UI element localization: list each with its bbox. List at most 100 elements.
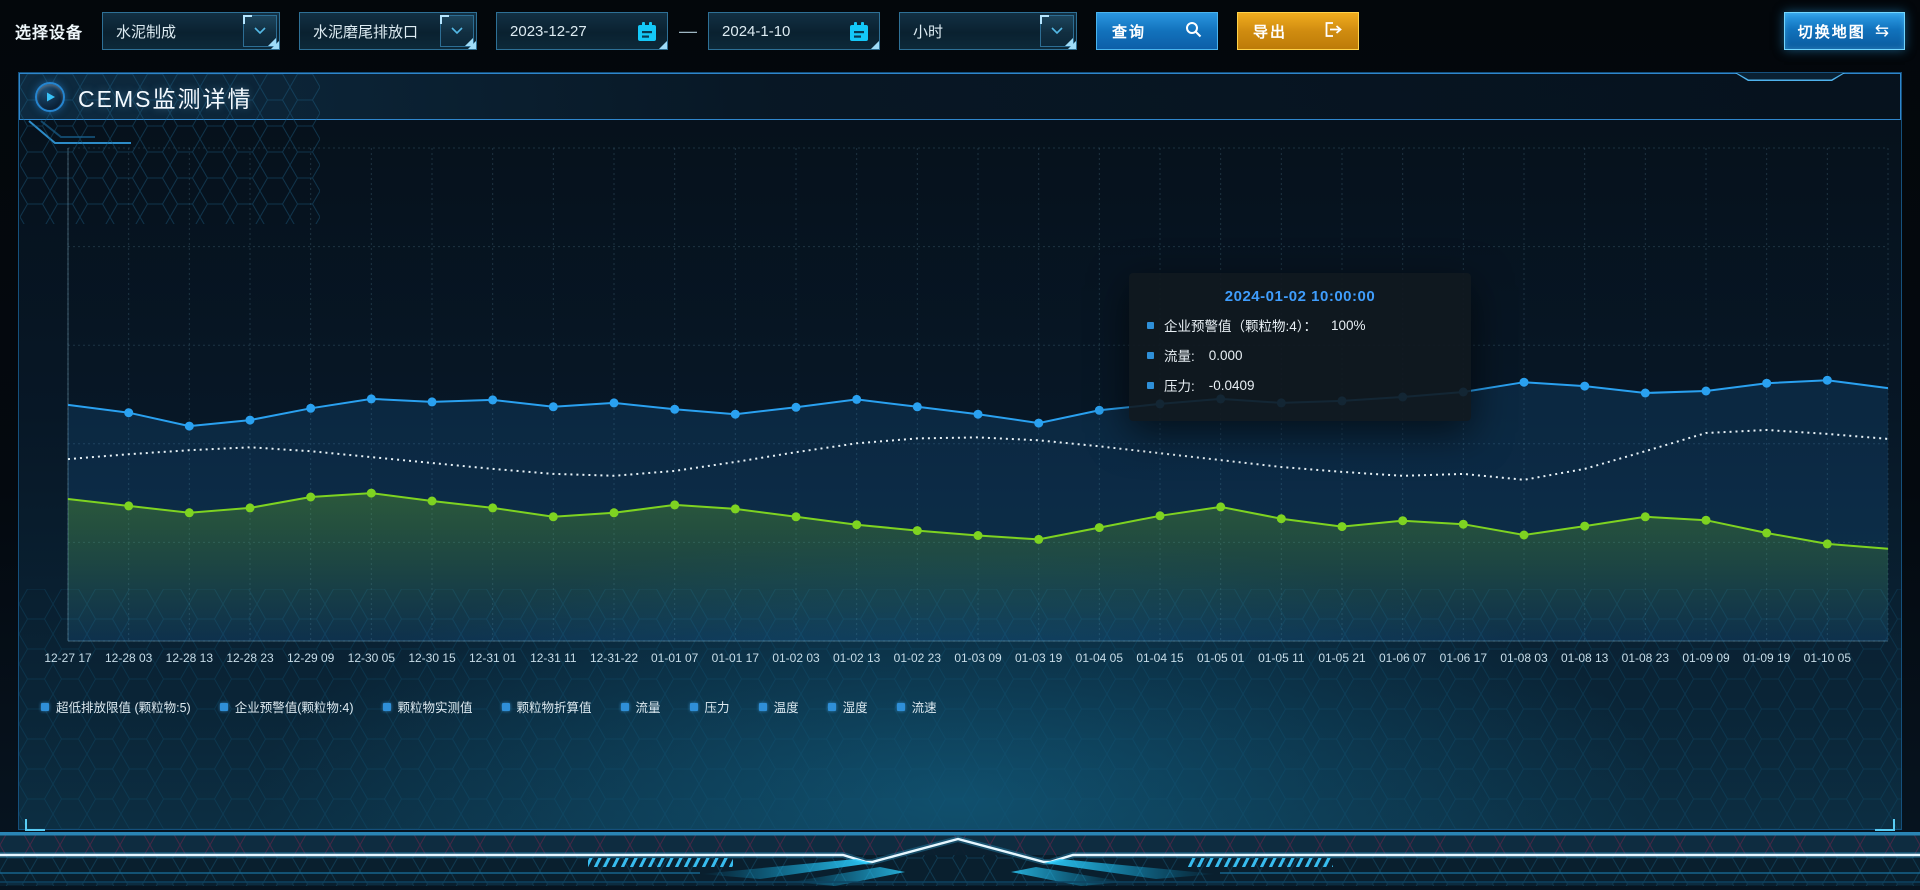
legend-item[interactable]: 超低排放限值 (颗粒物:5) [41, 697, 191, 716]
data-point-marker [670, 404, 680, 414]
tooltip-value: -0.0409 [1208, 377, 1255, 393]
device-select[interactable]: 水泥制成 [102, 12, 281, 50]
legend-item[interactable]: 流量 [620, 697, 661, 716]
x-axis-label: 12-28 23 [226, 651, 274, 665]
corner-accent [270, 40, 280, 49]
x-axis-label: 01-01 07 [650, 651, 699, 665]
data-point-marker [1337, 522, 1347, 532]
corner-accent [1040, 15, 1050, 24]
x-axis-label: 01-08 13 [1560, 651, 1609, 665]
data-point-marker [852, 520, 862, 530]
export-button[interactable]: 导出 [1237, 12, 1360, 50]
data-point-marker [1640, 512, 1650, 522]
data-point-marker [124, 408, 134, 418]
data-point-marker [184, 508, 194, 518]
legend-marker-icon [827, 702, 836, 711]
query-button-label: 查询 [1112, 23, 1147, 41]
date-range-separator: — [679, 20, 698, 41]
corner-accent [1067, 40, 1077, 49]
header-corner-flourish [28, 120, 131, 144]
legend-item[interactable]: 颗粒物实测值 [382, 697, 473, 716]
data-point-marker [366, 394, 376, 404]
legend-item[interactable]: 湿度 [827, 697, 868, 716]
interval-select[interactable]: 小时 [899, 12, 1078, 50]
legend-marker-icon [758, 702, 767, 711]
interval-select-value: 小时 [913, 23, 944, 41]
data-point-marker [1762, 378, 1772, 388]
chart-plot-area[interactable] [67, 147, 1889, 642]
data-point-marker [1519, 377, 1529, 387]
data-point-marker [184, 421, 194, 431]
play-icon [35, 81, 65, 112]
data-point-marker [1034, 534, 1044, 544]
x-axis-label: 01-05 01 [1196, 651, 1245, 665]
legend-label: 企业预警值(颗粒物:4) [234, 701, 354, 715]
panel-title: CEMS监测详情 [78, 85, 253, 112]
data-point-marker [1701, 515, 1711, 525]
tooltip-row: 企业预警值（颗粒物:4）： 100% [1147, 315, 1453, 335]
legend-label: 超低排放限值 (颗粒物:5) [56, 701, 191, 715]
x-axis-label: 01-08 23 [1621, 651, 1670, 665]
data-point-marker [609, 398, 619, 408]
data-point-marker [1216, 502, 1226, 512]
x-axis-label: 12-31-22 [589, 651, 639, 665]
x-axis-label: 12-27 17 [44, 651, 92, 665]
series-marker-icon [1147, 351, 1154, 359]
data-point-marker [973, 409, 983, 419]
data-point-marker [1155, 511, 1165, 521]
x-axis-label: 01-04 15 [1136, 651, 1184, 665]
outlet-select[interactable]: 水泥磨尾排放口 [299, 12, 478, 50]
data-point-marker [1398, 516, 1408, 526]
legend-label: 流速 [911, 701, 937, 715]
start-date-input[interactable]: 2023-12-27 [496, 12, 669, 50]
data-point-marker [1640, 388, 1650, 398]
x-axis-label: 01-08 03 [1500, 651, 1548, 665]
data-point-marker [488, 503, 498, 513]
corner-accent [440, 15, 450, 24]
data-point-marker [973, 531, 983, 540]
legend-marker-icon [896, 702, 905, 711]
legend-marker-icon [501, 702, 510, 711]
switch-map-label: 切换地图 [1797, 23, 1866, 41]
end-date-input[interactable]: 2024-1-10 [708, 12, 881, 50]
legend-label: 压力 [704, 701, 730, 715]
tooltip-value: 0.000 [1208, 347, 1243, 363]
data-point-marker [1094, 405, 1104, 415]
legend-label: 颗粒物折算值 [516, 701, 592, 715]
x-axis-label: 12-31 11 [530, 651, 577, 665]
switch-map-button[interactable]: 切换地图 ⇆ [1783, 12, 1905, 50]
legend-label: 流量 [635, 701, 661, 715]
data-point-marker [1822, 539, 1832, 549]
data-point-marker [306, 403, 316, 413]
x-axis-label: 01-09 19 [1742, 651, 1791, 665]
data-point-marker [548, 512, 558, 522]
x-axis-label: 12-30 05 [347, 651, 396, 665]
legend-item[interactable]: 温度 [758, 697, 799, 716]
x-axis-label: 12-28 13 [165, 651, 214, 665]
legend-item[interactable]: 企业预警值(颗粒物:4) [219, 697, 354, 716]
calendar-icon[interactable] [635, 20, 659, 48]
export-icon [1324, 21, 1343, 42]
legend-item[interactable]: 流速 [896, 697, 937, 716]
tooltip-label: 流量: [1164, 349, 1195, 364]
data-point-marker [1822, 375, 1832, 385]
data-point-marker [1762, 528, 1772, 538]
tooltip-label: 压力: [1164, 379, 1195, 394]
calendar-icon[interactable] [847, 20, 871, 48]
legend-item[interactable]: 颗粒物折算值 [501, 697, 592, 716]
x-axis-label: 12-30 15 [408, 651, 456, 665]
end-date-value: 2024-1-10 [722, 22, 791, 40]
query-button[interactable]: 查询 [1096, 12, 1219, 50]
data-point-marker [670, 500, 680, 510]
corner-accent [658, 40, 668, 49]
corner-accent [870, 40, 880, 49]
x-axis-label: 01-05 21 [1318, 651, 1366, 665]
data-point-marker [366, 488, 376, 498]
data-point-marker [427, 496, 437, 506]
x-axis-label: 01-05 11 [1258, 651, 1305, 665]
data-point-marker [1580, 381, 1590, 391]
data-point-marker [245, 503, 255, 513]
legend-label: 颗粒物实测值 [397, 701, 473, 715]
legend-item[interactable]: 压力 [689, 697, 730, 716]
legend-marker-icon [382, 702, 391, 711]
